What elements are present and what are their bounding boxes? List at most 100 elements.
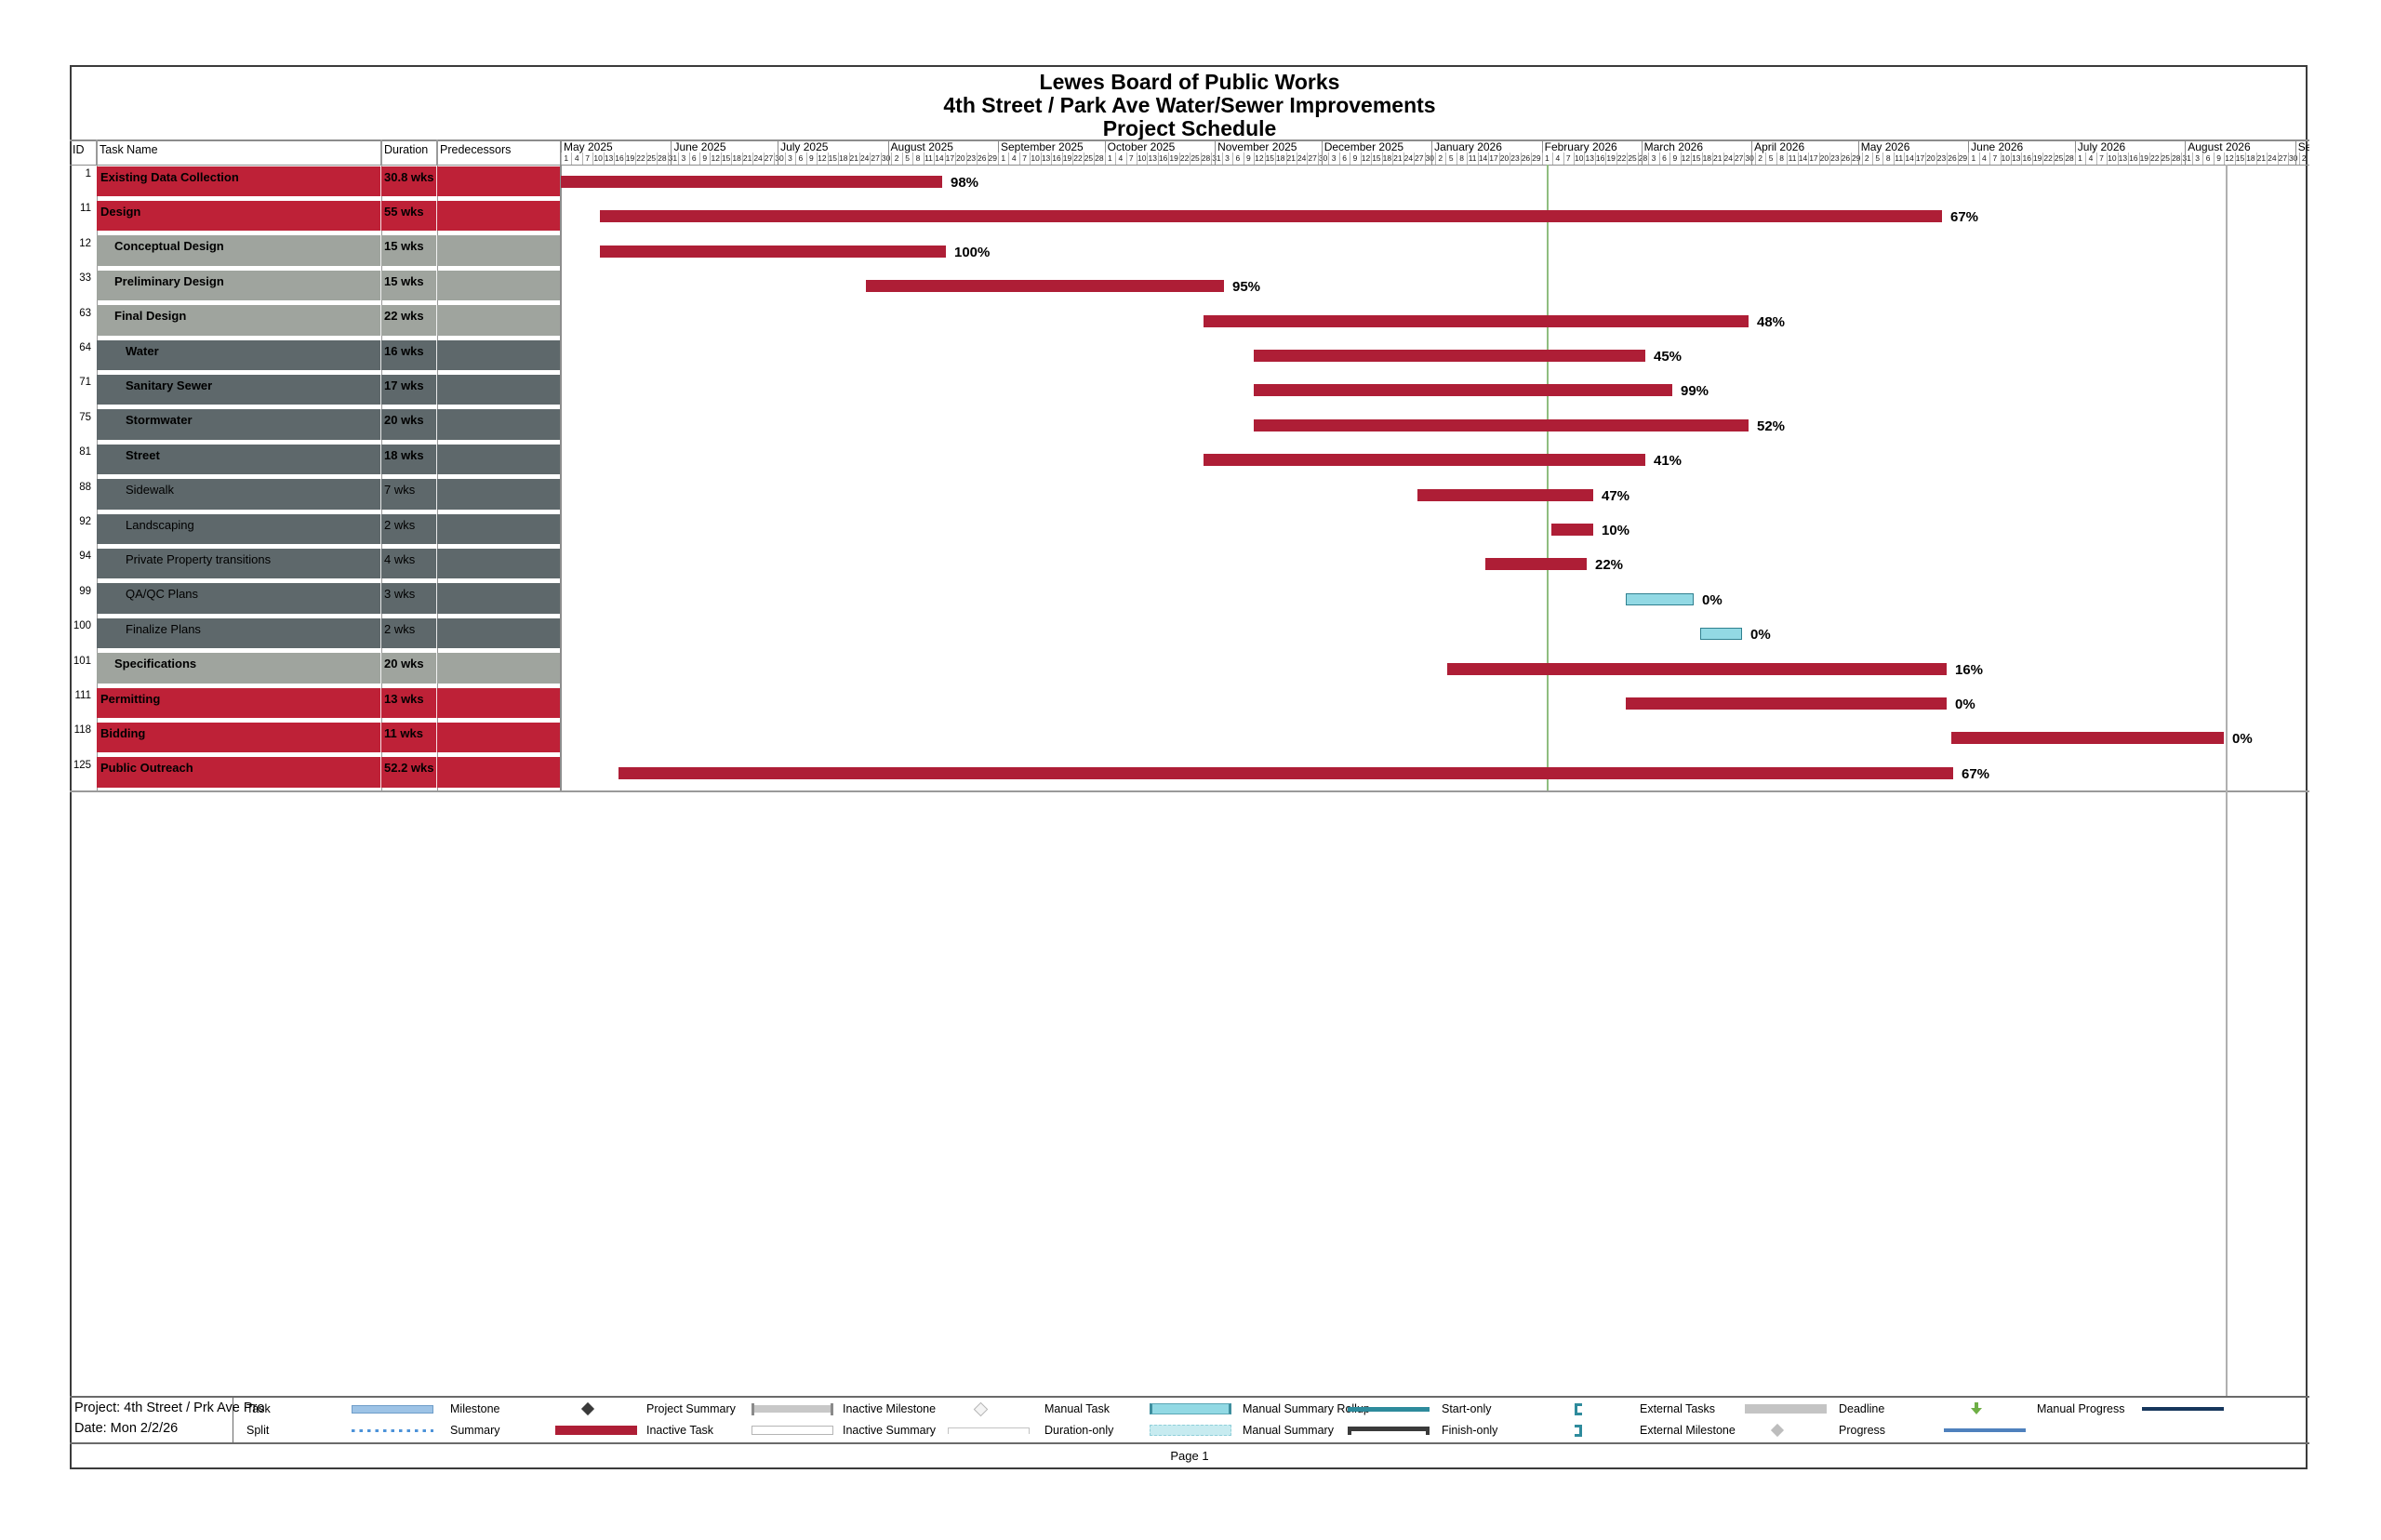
legend-label-milestone: Milestone	[450, 1402, 500, 1415]
day-tick	[657, 153, 658, 165]
day-tick	[2234, 153, 2236, 165]
day-tick	[1584, 153, 1586, 165]
task-id: 33	[79, 272, 91, 285]
column-header-id: ID	[70, 139, 97, 165]
day-tick	[1264, 153, 1266, 165]
percent-complete-label: 16%	[1955, 661, 1984, 678]
day-tick	[1552, 153, 1554, 165]
task-id: 100	[73, 620, 91, 632]
day-tick	[955, 153, 957, 165]
day-tick	[688, 153, 690, 165]
day-tick	[1914, 153, 1916, 165]
task-duration-cell: 22 wks	[381, 305, 437, 336]
legend-bottom-line	[70, 1442, 2309, 1444]
day-tick	[603, 153, 605, 165]
day-tick	[752, 153, 754, 165]
month-divider	[561, 139, 562, 165]
day-tick	[2021, 153, 2023, 165]
day-label: 14	[1798, 153, 1808, 163]
day-tick	[1232, 153, 1234, 165]
day-tick	[1851, 153, 1853, 165]
day-tick	[1221, 153, 1223, 165]
day-label: 9	[2216, 153, 2221, 163]
day-label: 12	[711, 153, 720, 163]
day-label: 8	[1885, 153, 1891, 163]
day-label: 8	[1459, 153, 1465, 163]
day-tick	[1861, 153, 1863, 165]
line-blue-swatch	[1944, 1428, 2026, 1432]
day-tick	[1040, 153, 1042, 165]
day-label: 20	[1499, 153, 1510, 163]
day-label: 29	[1958, 153, 1968, 163]
day-tick	[1691, 153, 1693, 165]
day-label: 27	[1734, 153, 1744, 163]
task-id: 81	[79, 446, 91, 458]
percent-complete-label: 0%	[1702, 591, 1723, 608]
day-tick	[1178, 153, 1180, 165]
diamond-outline-swatch	[973, 1401, 989, 1416]
task-id: 99	[79, 585, 91, 597]
legend-swatch-zone	[1745, 1401, 1834, 1416]
gantt-bar	[561, 176, 942, 188]
day-tick	[805, 153, 807, 165]
percent-complete-label: 52%	[1757, 418, 1786, 434]
task-name-cell: Final Design	[97, 305, 381, 336]
day-label: 17	[945, 153, 955, 163]
legend-swatch-zone	[752, 1423, 841, 1438]
day-label: 3	[1225, 153, 1230, 163]
day-tick	[1968, 153, 1970, 165]
day-tick	[2160, 153, 2162, 165]
day-tick	[1498, 153, 1500, 165]
legend-swatch-zone	[1150, 1401, 1239, 1416]
task-name-cell: Private Property transitions	[97, 548, 381, 579]
gantt-bar	[1951, 732, 2224, 745]
day-tick	[1712, 153, 1714, 165]
day-label: 24	[753, 153, 763, 163]
month-label: January 2026	[1434, 140, 1502, 153]
task-predecessors-cell	[437, 374, 560, 405]
day-tick	[731, 153, 733, 165]
day-tick	[1594, 153, 1596, 165]
day-tick	[2245, 153, 2247, 165]
day-tick	[1371, 153, 1373, 165]
day-label: 24	[2268, 153, 2277, 163]
day-tick	[795, 153, 797, 165]
day-tick	[1018, 153, 1020, 165]
day-tick	[2288, 153, 2290, 165]
day-tick	[1072, 153, 1074, 165]
legend-swatch-zone	[948, 1401, 1037, 1416]
title-doc: Project Schedule	[1102, 116, 1277, 140]
day-label: 26	[1948, 153, 1957, 163]
day-tick	[2085, 153, 2087, 165]
task-id: 1	[85, 168, 91, 179]
percent-complete-label: 98%	[951, 175, 979, 191]
day-label: 6	[1235, 153, 1241, 163]
gantt-chart-area: 98% 67% 100% 95% 48% 45% 99% 52% 41% 47% 10% 22% 0% 0…	[0, 0, 2309, 790]
gantt-bar	[1254, 384, 1672, 397]
day-label: 26	[1521, 153, 1531, 163]
day-label: 1	[1971, 153, 1976, 163]
day-tick	[1488, 153, 1490, 165]
legend-label-external-milestone: External Milestone	[1640, 1424, 1736, 1437]
day-label: 4	[574, 153, 579, 163]
day-label: 14	[1905, 153, 1914, 163]
legend-label-inactive-task: Inactive Task	[646, 1424, 714, 1437]
bar-gray-swatch	[1745, 1404, 1827, 1414]
day-label: 27	[764, 153, 774, 163]
day-label: 3	[788, 153, 792, 163]
day-label: 22	[1179, 153, 1190, 163]
day-label: 25	[1628, 153, 1637, 163]
percent-complete-label: 0%	[1750, 627, 1771, 644]
day-label: 19	[1606, 153, 1616, 163]
task-id: 11	[80, 203, 91, 215]
page-border	[70, 65, 2308, 1469]
day-tick	[1574, 153, 1576, 165]
task-predecessors-cell	[437, 687, 560, 718]
bar-white-swatch	[752, 1426, 833, 1435]
day-tick	[901, 153, 903, 165]
day-label: 1	[1107, 153, 1112, 163]
day-label: 10	[1031, 153, 1040, 163]
day-label: 24	[1297, 153, 1307, 163]
day-tick	[891, 153, 893, 165]
month-label: March 2026	[1643, 140, 1703, 153]
